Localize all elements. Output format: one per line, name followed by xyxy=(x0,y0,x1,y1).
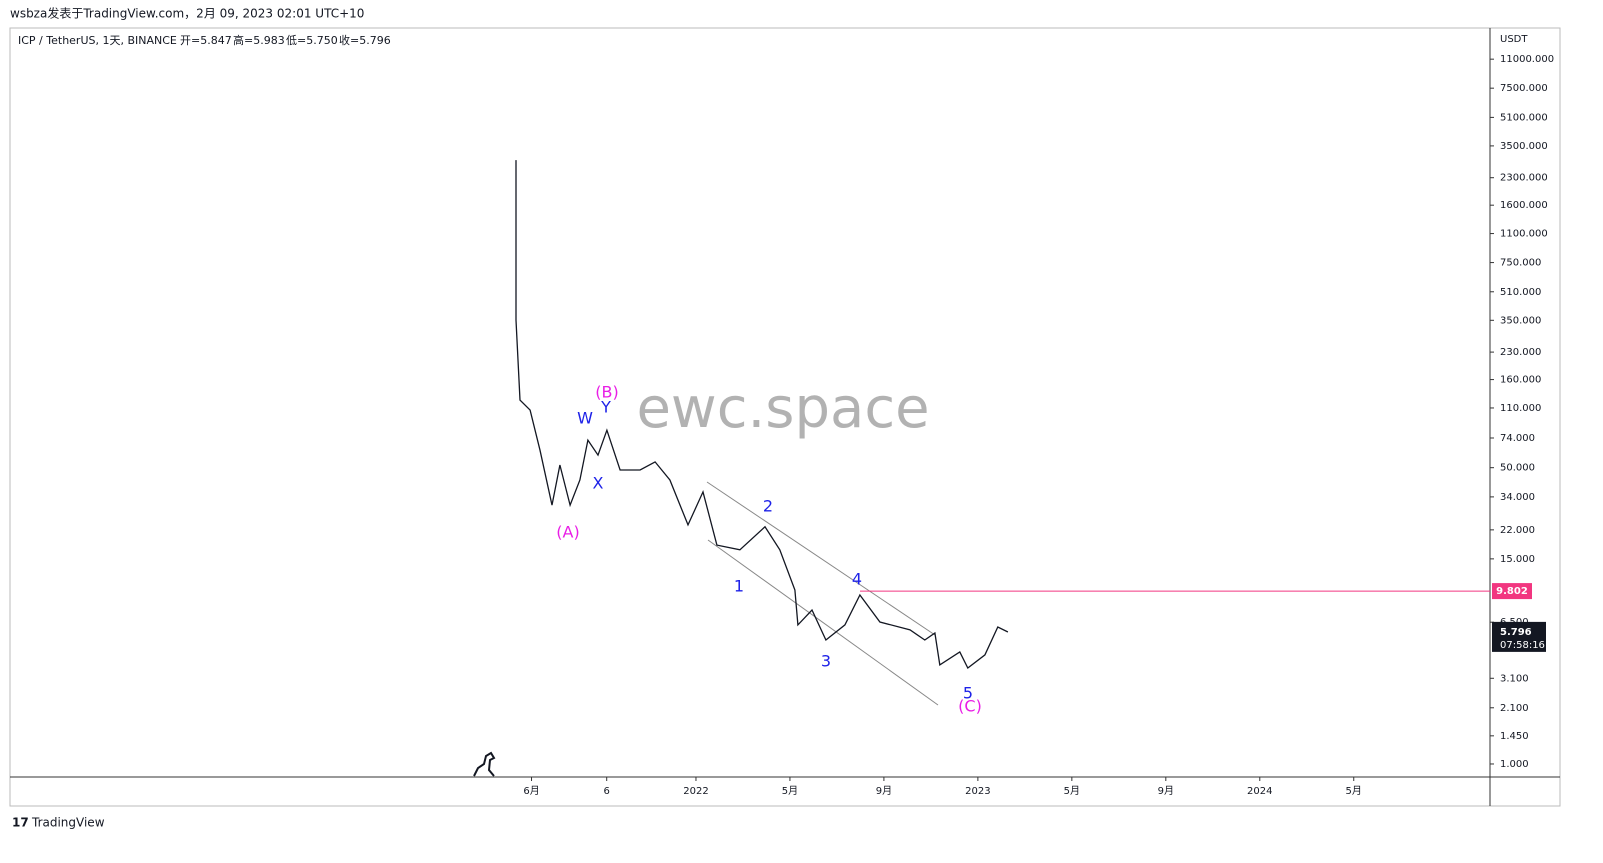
footer-logo-mark: 17 xyxy=(12,816,29,830)
x-tick-label: 9月 xyxy=(1158,785,1174,797)
y-tick-label: 74.000 xyxy=(1500,433,1535,444)
legend: ICP / TetherUS, 1天, BINANCE xyxy=(18,34,177,47)
header: wsbza发表于TradingView.com，2月 09, 2023 02:0… xyxy=(10,6,364,21)
wave-label: (C) xyxy=(958,697,982,716)
y-tick-label: 34.000 xyxy=(1500,492,1535,503)
last-price-bg xyxy=(1492,621,1546,652)
y-tick-label: 110.000 xyxy=(1500,403,1541,414)
wave-label: X xyxy=(593,474,604,493)
y-tick-label: 230.000 xyxy=(1500,347,1541,358)
wave-label: 1 xyxy=(734,577,744,596)
y-tick-label: 1600.000 xyxy=(1500,200,1548,211)
wave-label: (A) xyxy=(556,523,579,542)
y-tick-label: 7500.000 xyxy=(1500,83,1548,94)
frame xyxy=(9,27,1561,807)
y-tick-label: 510.000 xyxy=(1500,287,1541,298)
x-tick-label: 6 xyxy=(604,786,610,797)
channel-lower xyxy=(707,539,939,706)
wave-label: 2 xyxy=(763,497,773,516)
logo-icon xyxy=(473,751,496,777)
y-unit: USDT xyxy=(1500,34,1528,45)
wave-label: 4 xyxy=(852,570,862,589)
ohlc-value: 开=5.847 xyxy=(180,34,232,47)
y-tick-label: 11000.000 xyxy=(1500,54,1554,65)
wave-label: 3 xyxy=(821,652,831,671)
y-tick-label: 1.450 xyxy=(1500,731,1529,742)
channel-upper xyxy=(706,481,936,636)
y-tick-label: 750.000 xyxy=(1500,258,1541,269)
price-line xyxy=(515,160,1009,669)
watermark: ewc.space xyxy=(636,376,929,441)
x-tick-label: 5月 xyxy=(782,785,798,797)
x-tick-label: 6月 xyxy=(523,785,539,797)
x-tick-label: 9月 xyxy=(876,785,892,797)
y-tick-label: 350.000 xyxy=(1500,315,1541,326)
x-tick-label: 2023 xyxy=(965,786,990,797)
countdown: 07:58:16 xyxy=(1500,640,1545,651)
level-label-bg xyxy=(1492,583,1532,600)
y-tick-label: 15.000 xyxy=(1500,554,1535,565)
y-tick-label: 50.000 xyxy=(1500,463,1535,474)
x-tick-label: 5月 xyxy=(1064,785,1080,797)
y-tick-label: 2.100 xyxy=(1500,703,1529,714)
wave-label: (B) xyxy=(595,383,618,402)
wave-label: 5 xyxy=(963,684,973,703)
ohlc: 开=5.847 高=5.983 低=5.750 收=5.796 xyxy=(180,33,391,47)
ohlc-value: 收=5.796 xyxy=(339,33,391,47)
ohlc-value: 低=5.750 xyxy=(286,34,338,47)
x-tick-label: 5月 xyxy=(1346,785,1362,797)
y-tick-label: 5100.000 xyxy=(1500,112,1548,123)
y-tick-label: 3.100 xyxy=(1500,673,1529,684)
x-tick-label: 2024 xyxy=(1247,786,1272,797)
y-tick-label: 3500.000 xyxy=(1500,141,1548,152)
y-tick-label: 2300.000 xyxy=(1500,173,1548,184)
ohlc-value: 高=5.983 xyxy=(233,33,285,47)
last-price: 5.796 xyxy=(1500,627,1532,638)
y-tick-label: 22.000 xyxy=(1500,525,1535,536)
y-tick-label: 160.000 xyxy=(1500,375,1541,386)
y-tick-label: 1100.000 xyxy=(1500,229,1548,240)
footer: TradingView xyxy=(31,816,105,830)
x-tick-label: 2022 xyxy=(683,786,708,797)
level-label: 9.802 xyxy=(1496,586,1528,597)
wave-label: Y xyxy=(600,398,611,417)
wave-label: W xyxy=(577,409,593,428)
y-tick-label: 1.000 xyxy=(1500,759,1529,770)
